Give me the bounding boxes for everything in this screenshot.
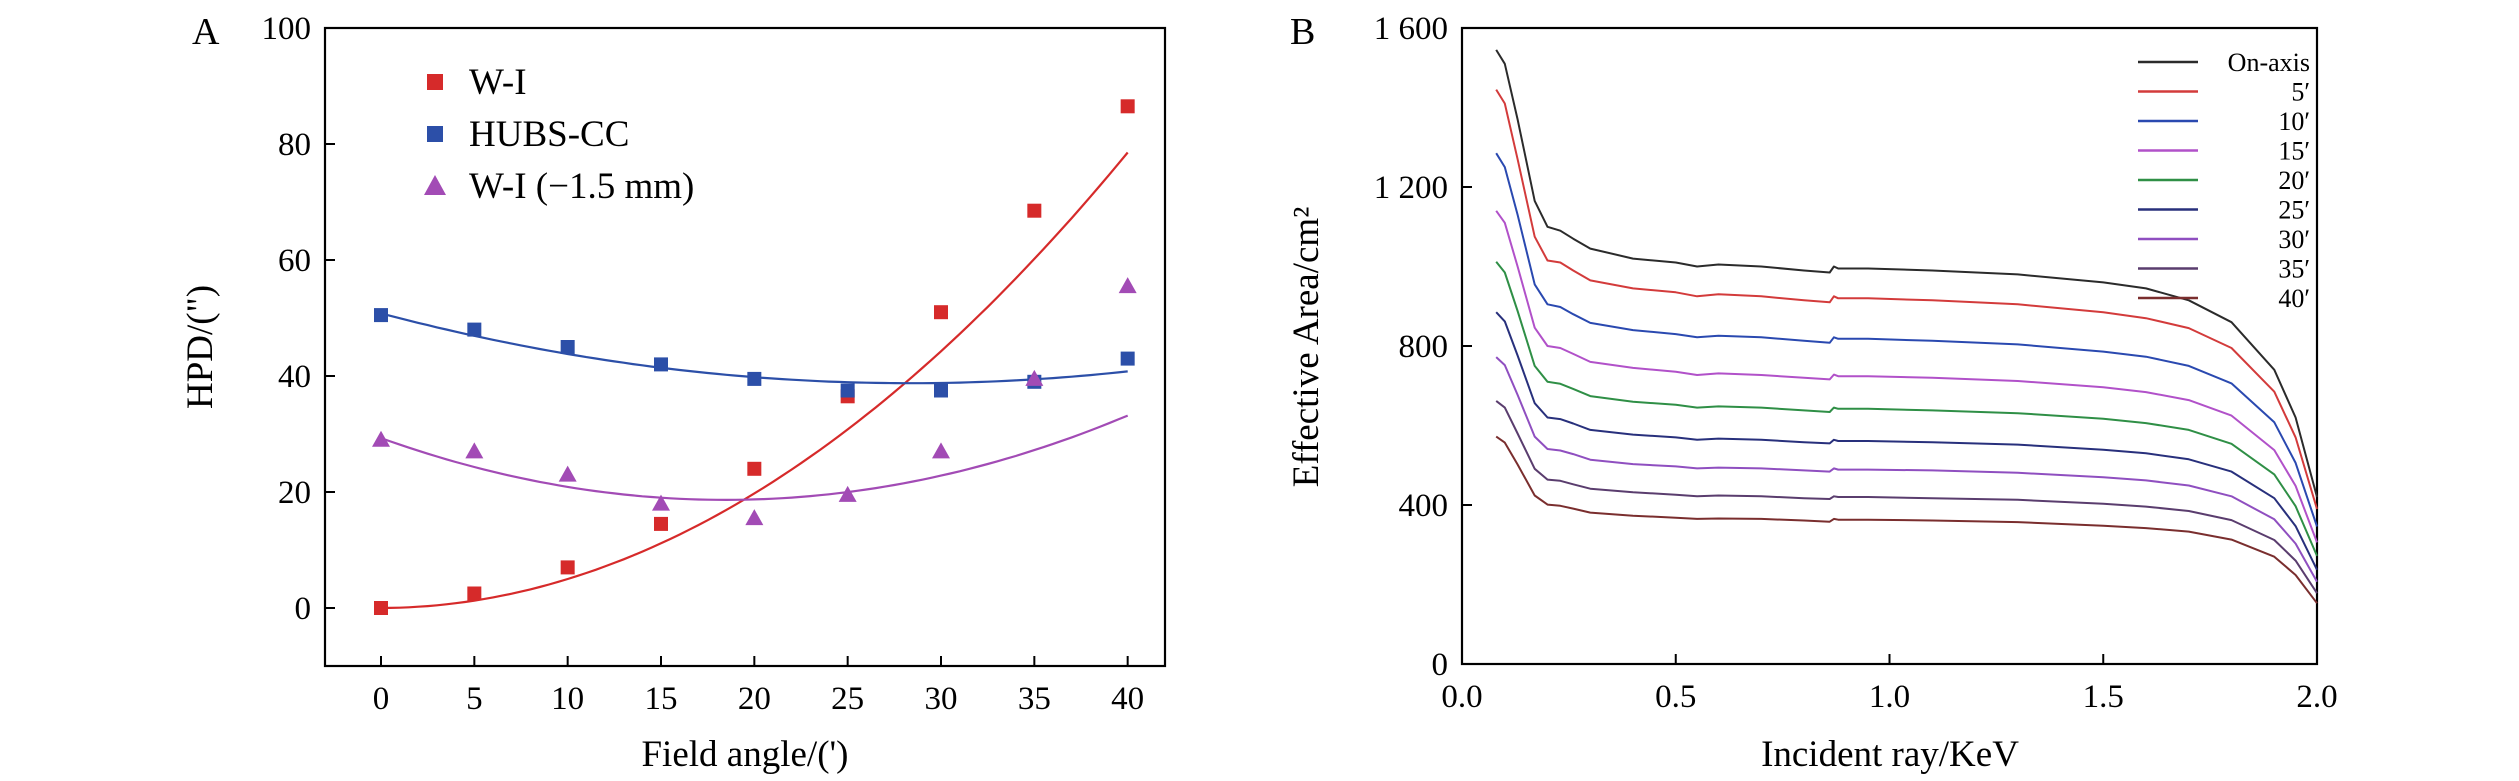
panel-a-y-axis-label: HPD/("): [180, 285, 221, 409]
panel-b-curves: [1495, 49, 2318, 604]
data-point: [1025, 369, 1044, 386]
legend-label: W-I (−1.5 mm): [469, 166, 694, 207]
panel-b-plot-frame: [1460, 26, 2319, 666]
y-tick-label: 800: [1399, 329, 1449, 365]
x-tick-label: 20: [738, 681, 771, 717]
legend-label: 30′: [2278, 225, 2310, 254]
x-tick-label: 0: [373, 681, 390, 717]
data-point: [654, 357, 668, 372]
data-point: [1118, 277, 1137, 294]
y-tick-label: 1 200: [1374, 170, 1448, 206]
data-point: [1120, 351, 1135, 366]
curve-30-: [1495, 356, 2318, 583]
curve-5-: [1495, 89, 2318, 510]
y-tick-label: 80: [278, 127, 311, 163]
data-point: [467, 586, 482, 601]
panel-b-x-axis-label: Incident ray/KeV: [1761, 734, 2019, 775]
data-point: [467, 322, 482, 337]
x-tick-label: 15: [645, 681, 678, 717]
curve-25-: [1495, 311, 2318, 571]
x-tick-label: 25: [831, 681, 864, 717]
fit-curve-w-i: [380, 151, 1129, 610]
data-point: [560, 560, 575, 575]
data-point: [1120, 99, 1135, 114]
x-tick-label: 1.0: [1869, 679, 1910, 715]
curve-10-: [1495, 152, 2318, 527]
data-point: [934, 305, 948, 320]
y-tick-label: 40: [278, 359, 311, 395]
data-point: [560, 340, 575, 354]
x-tick-label: 1.5: [2083, 679, 2124, 715]
panel-a-plot-frame: [323, 26, 1167, 668]
x-tick-label: 0.0: [1441, 679, 1482, 715]
y-tick-label: 400: [1399, 488, 1449, 524]
data-point: [374, 308, 388, 323]
data-point: [372, 430, 390, 447]
y-tick-label: 1 600: [1374, 11, 1448, 47]
legend-label: 25′: [2278, 196, 2310, 225]
panel-b-axes: 0.0 0.5 1.0 1.5 2.0 0 400 800 1 200 1 600: [1374, 11, 2338, 715]
panel-a-letter: A: [192, 11, 220, 53]
legend-label: W-I: [469, 62, 527, 103]
y-tick-label: 0: [1432, 647, 1449, 683]
x-tick-label: 30: [925, 681, 958, 717]
panel-a-legend: W-I HUBS-CC W-I (−1.5 mm): [424, 62, 694, 207]
y-tick-label: 0: [295, 591, 312, 627]
legend-label: 35′: [2278, 255, 2310, 284]
panel-b: B 0.0 0.5 1.0 1.5 2.0 0 400 800 1 200 1 600 On-ax…: [1286, 11, 2338, 775]
data-point: [1027, 203, 1042, 218]
data-point: [932, 442, 950, 459]
legend-label: 15′: [2278, 137, 2310, 166]
data-point: [934, 383, 948, 398]
legend-label: HUBS-CC: [469, 114, 629, 155]
curve-15-: [1495, 210, 2318, 543]
legend-label: 20′: [2278, 166, 2310, 195]
x-tick-label: 35: [1018, 681, 1051, 717]
fit-curve-w-i-1-5-mm-: [380, 414, 1129, 502]
legend-label: On-axis: [2228, 48, 2310, 77]
panel-a-x-axis-label: Field angle/('): [641, 734, 848, 775]
curve-35-: [1495, 400, 2318, 594]
x-tick-label: 40: [1111, 681, 1144, 717]
data-point: [654, 516, 668, 531]
data-point: [840, 383, 855, 398]
legend-label: 5′: [2291, 78, 2310, 107]
panel-b-y-axis-label: Effective Area/cm²: [1286, 207, 1327, 488]
curve-on-axis: [1495, 49, 2318, 498]
legend-marker: [427, 74, 443, 90]
x-tick-label: 10: [551, 681, 584, 717]
panel-b-letter: B: [1290, 11, 1315, 53]
y-tick-label: 100: [262, 11, 312, 47]
legend-label: 40′: [2278, 284, 2310, 313]
panel-a-markers: [372, 99, 1137, 615]
curve-40-: [1495, 435, 2318, 604]
legend-marker: [427, 126, 443, 142]
data-point: [465, 442, 484, 459]
data-point: [838, 485, 857, 502]
y-tick-label: 60: [278, 243, 311, 279]
data-point: [747, 461, 762, 476]
panel-a: A 0 5 10 15 20 25 30 35 40 0 20 40 60 80 100 W-I HUBS-C…: [180, 11, 1167, 775]
legend-label: 10′: [2278, 107, 2310, 136]
legend-marker: [424, 175, 446, 195]
data-point: [745, 509, 764, 526]
data-point: [747, 371, 762, 386]
data-point: [652, 494, 670, 511]
x-tick-label: 2.0: [2296, 679, 2337, 715]
x-tick-label: 5: [466, 681, 483, 717]
y-tick-label: 20: [278, 475, 311, 511]
x-tick-label: 0.5: [1655, 679, 1696, 715]
curve-20-: [1495, 261, 2318, 557]
panel-a-axes: 0 5 10 15 20 25 30 35 40 0 20 40 60 80 100: [262, 11, 1145, 717]
data-point: [558, 465, 577, 482]
data-point: [374, 601, 388, 615]
